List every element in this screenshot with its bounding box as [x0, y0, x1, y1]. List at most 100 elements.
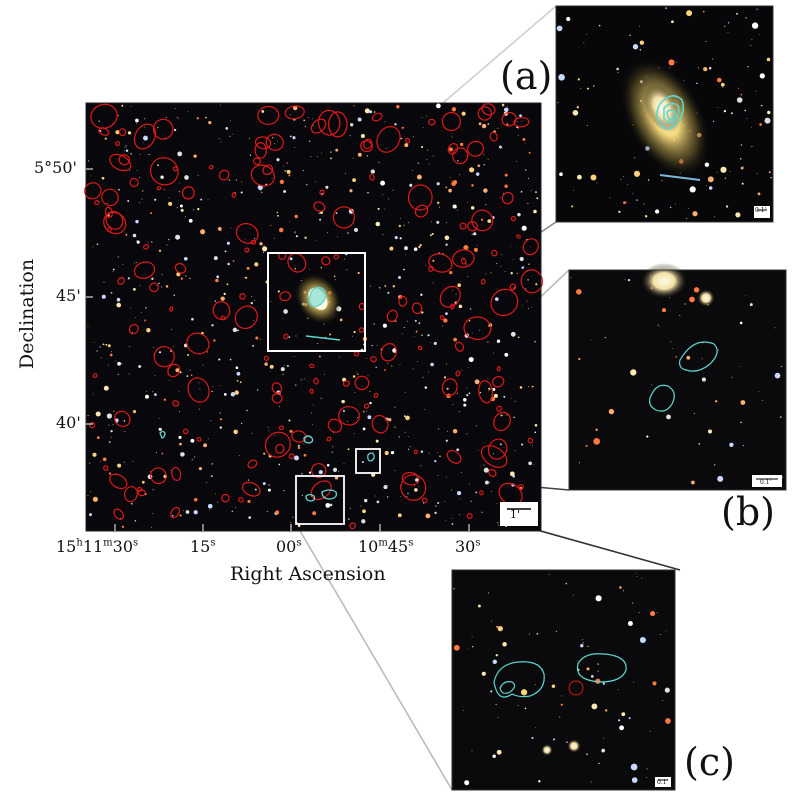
star	[185, 510, 190, 514]
source-ellipse	[455, 370, 461, 377]
star	[398, 436, 400, 438]
star	[407, 436, 409, 437]
star	[274, 434, 276, 436]
source-ellipse	[427, 118, 436, 126]
star	[401, 333, 403, 334]
star	[294, 232, 296, 234]
star	[422, 376, 424, 379]
star	[155, 451, 157, 454]
star	[141, 480, 145, 484]
star	[187, 354, 190, 356]
star	[178, 435, 182, 439]
star	[477, 604, 481, 608]
source-ellipse	[239, 293, 246, 300]
star	[101, 294, 106, 299]
star	[591, 703, 598, 710]
source-ellipse	[333, 254, 340, 260]
star	[102, 343, 105, 346]
star	[705, 40, 707, 42]
source-ellipse	[287, 252, 307, 273]
star	[439, 455, 441, 457]
star	[571, 205, 574, 208]
star	[283, 364, 285, 366]
source-ellipse	[152, 118, 174, 140]
star	[232, 133, 234, 135]
star	[429, 163, 430, 165]
star	[198, 467, 202, 471]
star	[92, 496, 98, 502]
star	[365, 358, 367, 360]
star	[405, 415, 410, 421]
source-ellipse	[480, 278, 486, 285]
star	[706, 69, 708, 71]
star	[437, 201, 440, 204]
star	[674, 203, 676, 205]
star	[220, 296, 225, 301]
star	[426, 115, 428, 117]
star	[262, 246, 268, 252]
star	[751, 146, 753, 147]
star	[398, 296, 400, 298]
star	[520, 689, 528, 696]
inset-a-image	[555, 5, 774, 223]
star	[180, 277, 183, 280]
star	[136, 122, 138, 124]
star	[469, 308, 472, 310]
star	[300, 379, 302, 381]
star	[375, 366, 377, 369]
star	[241, 181, 243, 183]
star	[277, 290, 280, 293]
star	[471, 636, 473, 638]
star	[525, 142, 526, 144]
star	[467, 275, 469, 277]
star	[198, 408, 200, 410]
star	[453, 337, 457, 342]
star	[163, 398, 167, 401]
star	[248, 516, 251, 519]
source-ellipse	[467, 140, 484, 157]
star	[759, 34, 760, 35]
star	[404, 246, 408, 251]
star	[623, 201, 626, 205]
star	[481, 671, 486, 676]
star	[292, 516, 294, 518]
star	[161, 286, 163, 288]
star	[575, 288, 582, 295]
star	[517, 212, 521, 217]
star	[736, 97, 743, 103]
star	[426, 158, 428, 160]
star	[127, 200, 130, 202]
inset-box-c	[295, 475, 345, 525]
star	[295, 235, 298, 238]
star	[347, 448, 350, 451]
star	[578, 357, 581, 361]
star	[436, 182, 440, 186]
source-ellipse	[133, 261, 156, 280]
star	[639, 636, 646, 644]
star	[196, 117, 199, 120]
star	[646, 777, 648, 779]
star	[232, 260, 235, 262]
star	[590, 339, 592, 341]
star	[712, 58, 714, 60]
star	[714, 464, 716, 466]
star	[193, 209, 195, 211]
star	[731, 376, 733, 378]
star	[309, 140, 311, 142]
star	[191, 459, 193, 461]
star	[208, 509, 210, 511]
star	[226, 283, 229, 286]
star	[530, 246, 532, 248]
star	[430, 362, 434, 367]
star	[577, 174, 582, 180]
star	[720, 166, 727, 173]
star	[512, 474, 516, 478]
star	[178, 118, 180, 120]
star	[110, 291, 113, 294]
star	[707, 176, 714, 183]
star	[498, 145, 502, 149]
star	[330, 151, 332, 153]
source-ellipse	[311, 462, 327, 479]
star	[353, 330, 356, 334]
star	[502, 193, 504, 194]
